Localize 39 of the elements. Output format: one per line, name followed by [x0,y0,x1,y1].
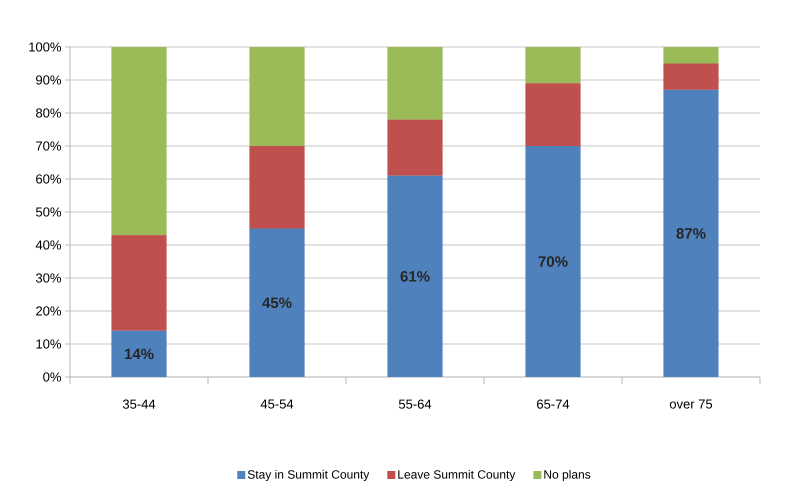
y-tick-label: 50% [36,207,62,217]
y-tick-label: 40% [36,240,62,250]
y-tick-label: 80% [36,108,62,118]
x-tick-label: 65-74 [537,400,570,409]
legend-label: No plans [544,470,590,482]
x-tick-label: 55-64 [398,400,432,409]
y-tick-label: 0% [43,372,62,382]
y-tick-label: 30% [36,273,62,283]
bar [111,330,167,377]
bar [249,228,305,377]
y-tick-label: 90% [36,75,62,85]
x-tick-label: 45-54 [260,400,294,409]
bar [387,176,443,377]
y-tick-label: 20% [36,306,62,316]
x-tick-label: over 75 [670,400,712,409]
bar [525,46,581,84]
data-label: 70% [538,256,568,267]
bar [525,83,581,146]
bar [663,90,719,377]
bar [249,146,305,228]
bar [525,146,581,377]
data-label: 61% [400,271,430,282]
data-label: 14% [124,348,154,360]
y-tick-label: 100% [29,42,62,52]
bar [663,46,719,64]
bar [111,235,167,331]
bar [249,46,305,146]
bar [663,63,719,90]
y-tick-label: 70% [36,141,62,151]
legend-label: Leave Summit County [398,470,516,482]
y-tick-label: 10% [36,339,62,349]
y-tick-label: 60% [36,174,62,184]
bar [111,46,167,236]
data-label: 87% [676,228,706,239]
data-label: 45% [262,297,292,308]
bar [387,46,443,120]
bar [387,120,443,176]
legend-label: Stay in Summit County [248,470,370,482]
x-tick-label: 35-44 [122,400,156,409]
